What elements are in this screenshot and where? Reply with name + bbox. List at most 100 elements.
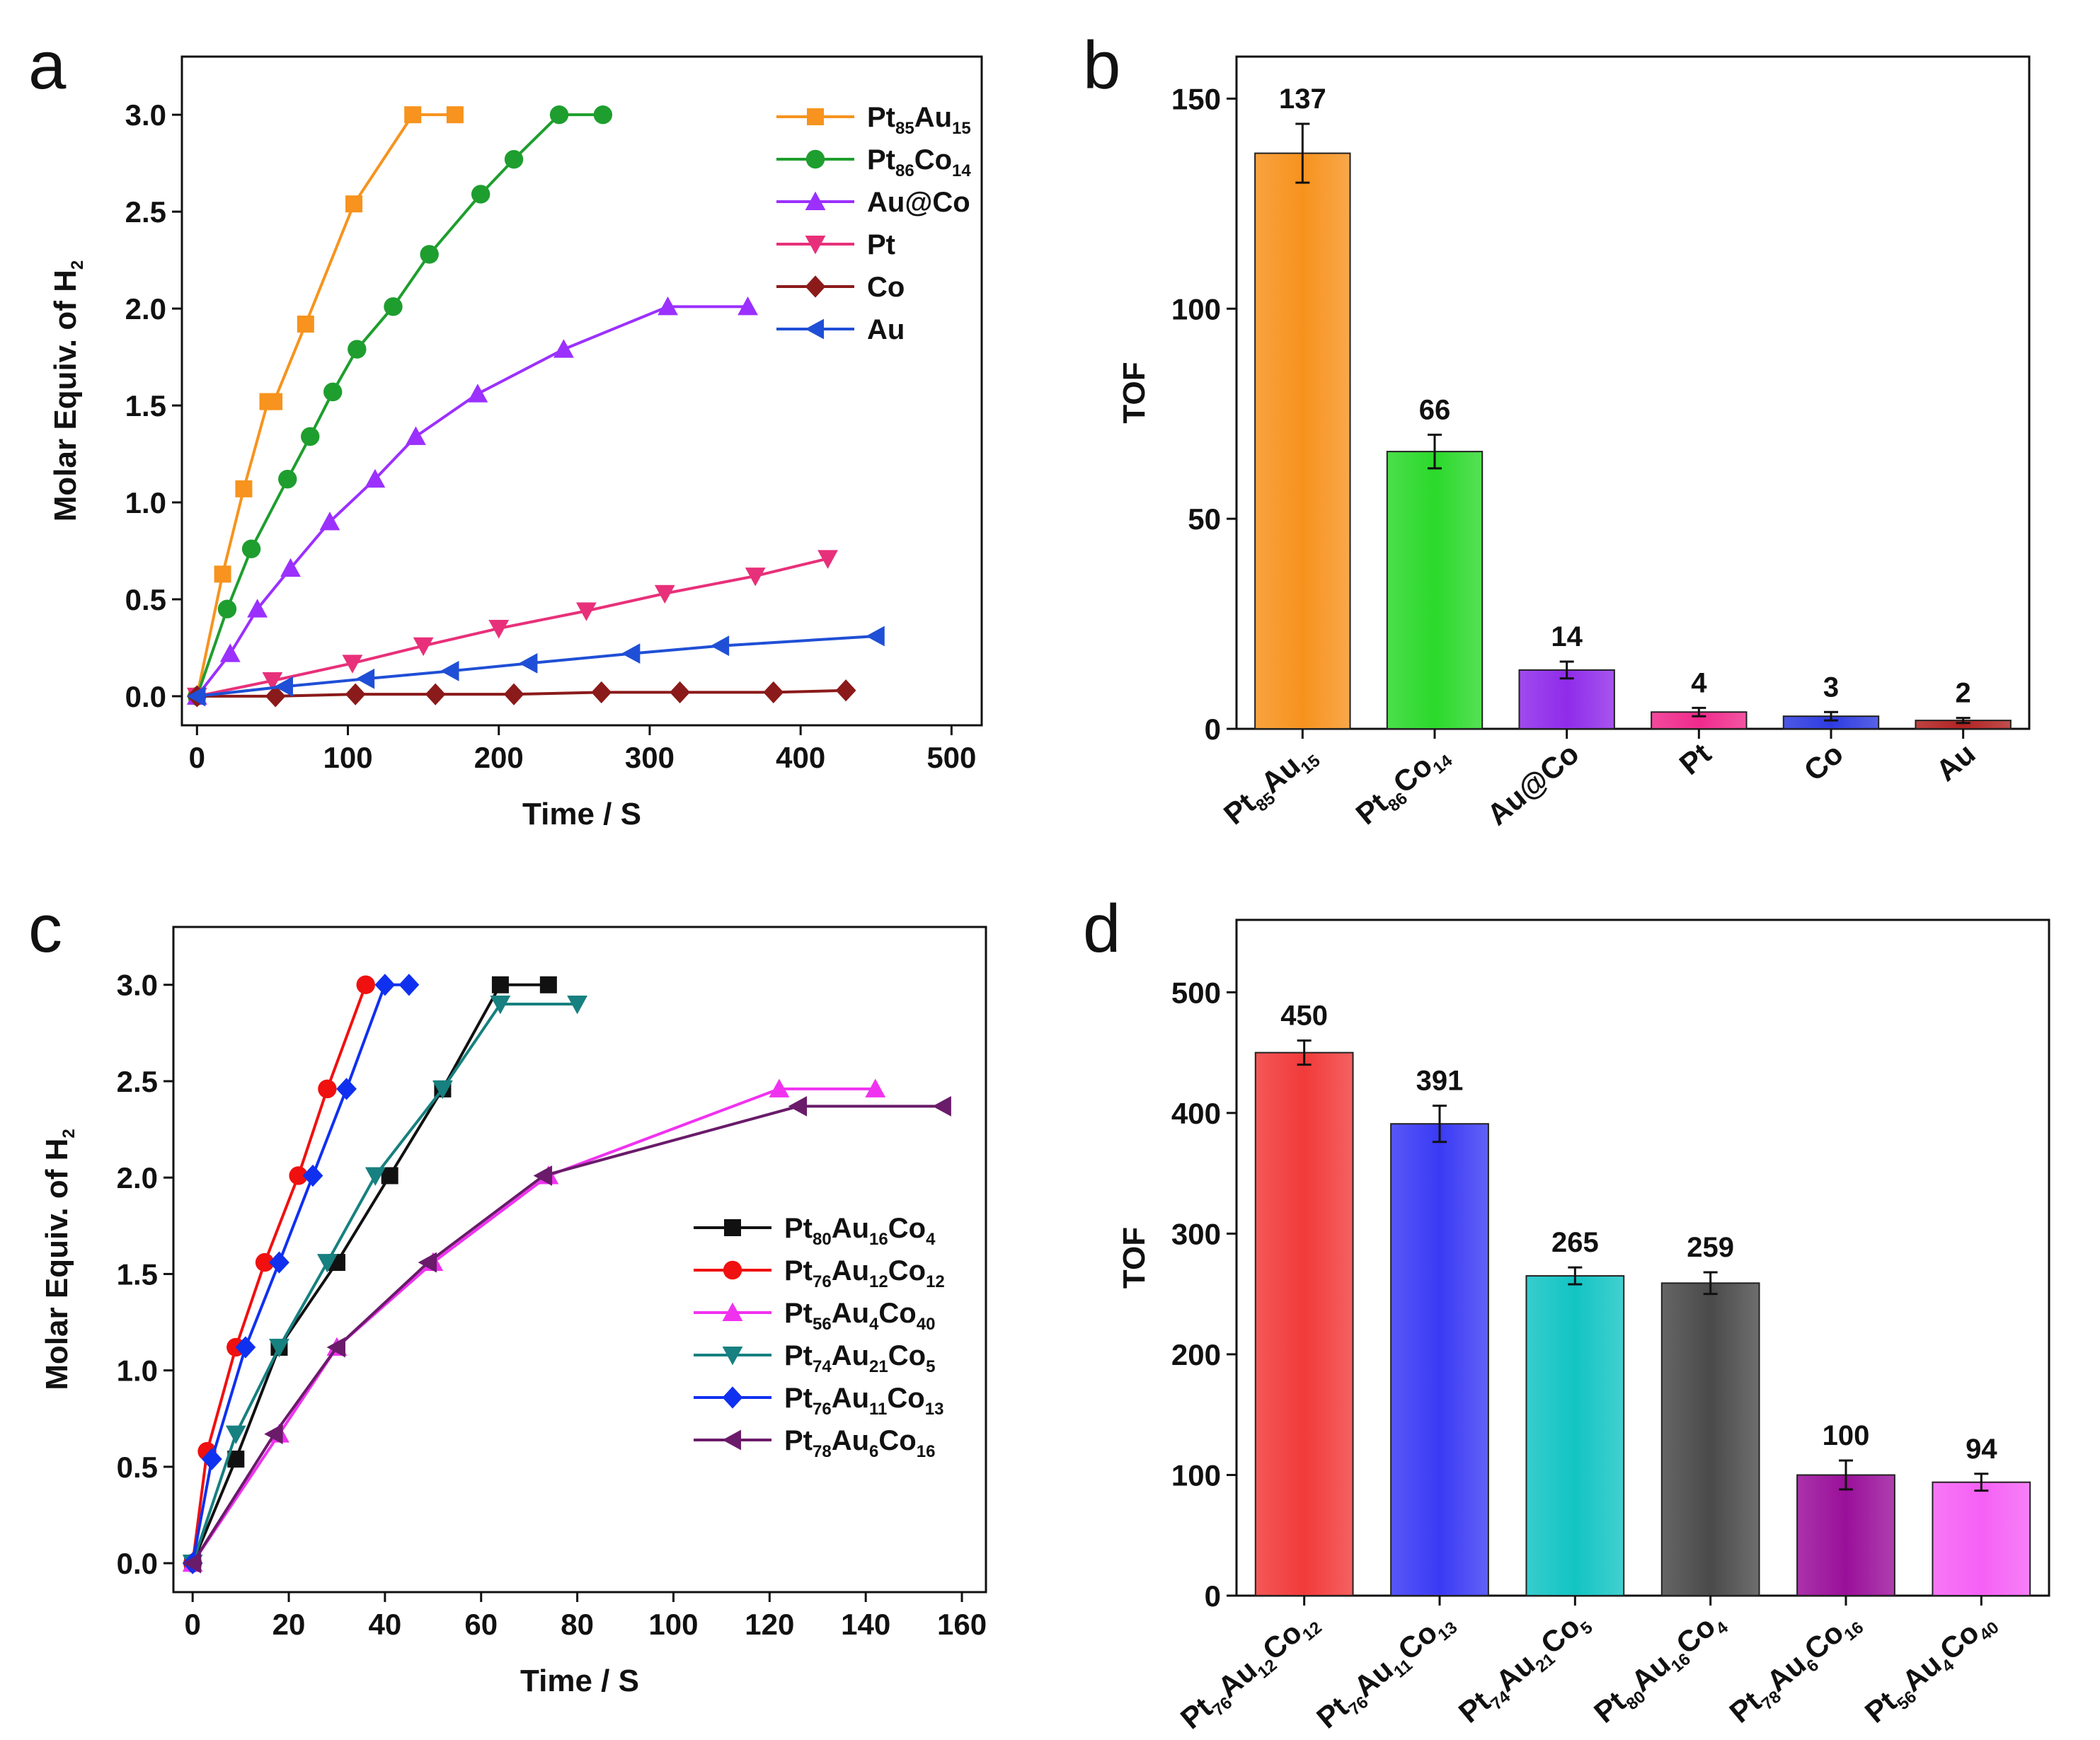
legend-marker — [724, 1219, 741, 1236]
legend-marker — [805, 318, 824, 340]
legend-entry-part: Pt — [784, 1298, 813, 1329]
y-tick-label: 2.0 — [125, 292, 166, 325]
data-point — [658, 296, 678, 316]
data-point — [769, 1078, 790, 1097]
legend-entry: Pt76Au12Co12 — [784, 1255, 945, 1291]
legend-entry-part: Co — [888, 1340, 926, 1371]
data-point — [420, 245, 439, 264]
data-point — [738, 296, 758, 316]
legend-entry: Au — [867, 314, 905, 345]
data-point — [201, 1448, 222, 1470]
data-point — [316, 1254, 338, 1273]
legend-entry-part: 85 — [895, 119, 914, 138]
data-point — [418, 1252, 437, 1273]
data-point — [866, 626, 885, 647]
legend-entry-part: 13 — [925, 1400, 944, 1419]
legend-entry-part: Co — [878, 1425, 916, 1456]
y-tick-label: 300 — [1171, 1217, 1221, 1250]
y-tick-label: 1.5 — [125, 389, 166, 422]
series-line — [197, 635, 876, 698]
panel-letter-d: d — [1083, 891, 1120, 967]
data-point — [533, 1165, 553, 1186]
legend-entry-part: 74 — [813, 1357, 832, 1376]
data-point — [214, 565, 231, 583]
legend-entry-part: 16 — [917, 1442, 936, 1461]
legend-entry-part: 56 — [813, 1315, 832, 1334]
data-point — [342, 655, 363, 674]
data-point — [348, 340, 367, 359]
data-point — [274, 676, 293, 697]
bar-value-label: 137 — [1279, 83, 1326, 115]
y-tick-label: 3.0 — [125, 98, 166, 132]
x-tick-label: 60 — [464, 1608, 498, 1641]
data-point — [404, 106, 422, 124]
legend-marker — [805, 191, 826, 210]
data-point — [835, 679, 856, 702]
data-point — [365, 1167, 386, 1186]
legend-entry-part: 5 — [926, 1357, 935, 1376]
bar — [1932, 1481, 2031, 1597]
y-tick-label: 1.0 — [117, 1354, 158, 1388]
data-point — [289, 1166, 308, 1185]
bar — [1525, 1275, 1625, 1596]
legend-entry-part: Co — [888, 1255, 926, 1286]
x-tick-label: 100 — [648, 1608, 698, 1641]
legend-entry-part: Au — [832, 1298, 869, 1329]
y-tick-label: 100 — [1171, 292, 1221, 325]
y-tick-label: 2.0 — [117, 1161, 158, 1194]
panel-c-line-chart: 0 20 40 60 80 100 120 140 160 0.0 0.5 1.0 1.5 2.0 2.5 3… — [40, 926, 987, 1698]
legend-entry-part: 12 — [926, 1272, 945, 1291]
data-point — [265, 393, 283, 410]
data-point — [539, 976, 557, 993]
bar-value-label: 259 — [1687, 1232, 1734, 1263]
data-point — [865, 1078, 886, 1097]
y-tick-label: 500 — [1171, 976, 1221, 1009]
bar-value-label: 94 — [1966, 1434, 1997, 1465]
data-point — [621, 643, 641, 664]
legend-entry-part: Pt — [784, 1383, 813, 1414]
data-point — [345, 195, 363, 213]
legend-entry-part: 14 — [952, 161, 971, 180]
y-tick-label: 0.5 — [117, 1451, 158, 1484]
legend-entry-part: 12 — [869, 1272, 888, 1291]
legend-entry-part: Pt — [784, 1340, 813, 1371]
y-tick-label: 0.5 — [125, 583, 166, 616]
data-point — [567, 995, 588, 1015]
legend-entry-part: Au — [832, 1425, 869, 1456]
legend-marker — [805, 275, 826, 298]
x-tick-label: 0 — [189, 741, 205, 774]
legend-entry-part: 78 — [813, 1442, 832, 1461]
legend-entry-part: Co — [887, 1383, 924, 1414]
bar-value-label: 265 — [1551, 1227, 1599, 1258]
data-point — [446, 106, 464, 124]
y-tick-label: 0.0 — [117, 1547, 158, 1580]
data-point — [241, 539, 261, 558]
data-point — [255, 1252, 275, 1272]
data-point — [503, 683, 524, 705]
data-point — [763, 681, 784, 704]
data-point — [297, 316, 314, 333]
bar — [1254, 1052, 1354, 1596]
legend-marker — [722, 1302, 743, 1321]
legend-entry-part: Pt — [867, 102, 895, 133]
data-point — [365, 468, 386, 488]
legend-marker — [805, 149, 825, 169]
data-point — [345, 683, 366, 705]
legend-entry-part: Au — [832, 1383, 869, 1414]
x-tick-label: 100 — [323, 741, 372, 774]
panel-a-line-chart: 0 100 200 300 400 500 0.0 0.5 1.0 1.5 2.0 2.5 3.0 Tim… — [48, 55, 983, 831]
data-point — [553, 339, 574, 358]
data-point — [235, 1336, 256, 1359]
data-point — [356, 975, 375, 994]
y-tick-label: 150 — [1171, 82, 1221, 115]
x-tick-label: 80 — [561, 1608, 594, 1641]
legend-entry-part: Co — [914, 144, 952, 175]
x-tick-label: 300 — [625, 741, 675, 774]
data-point — [355, 668, 375, 689]
data-point — [384, 297, 403, 316]
plot-frame — [172, 926, 987, 1594]
data-point — [518, 652, 538, 674]
data-point — [467, 384, 488, 403]
plot-frame — [1235, 918, 2050, 1597]
bar-value-label: 3 — [1823, 672, 1839, 703]
